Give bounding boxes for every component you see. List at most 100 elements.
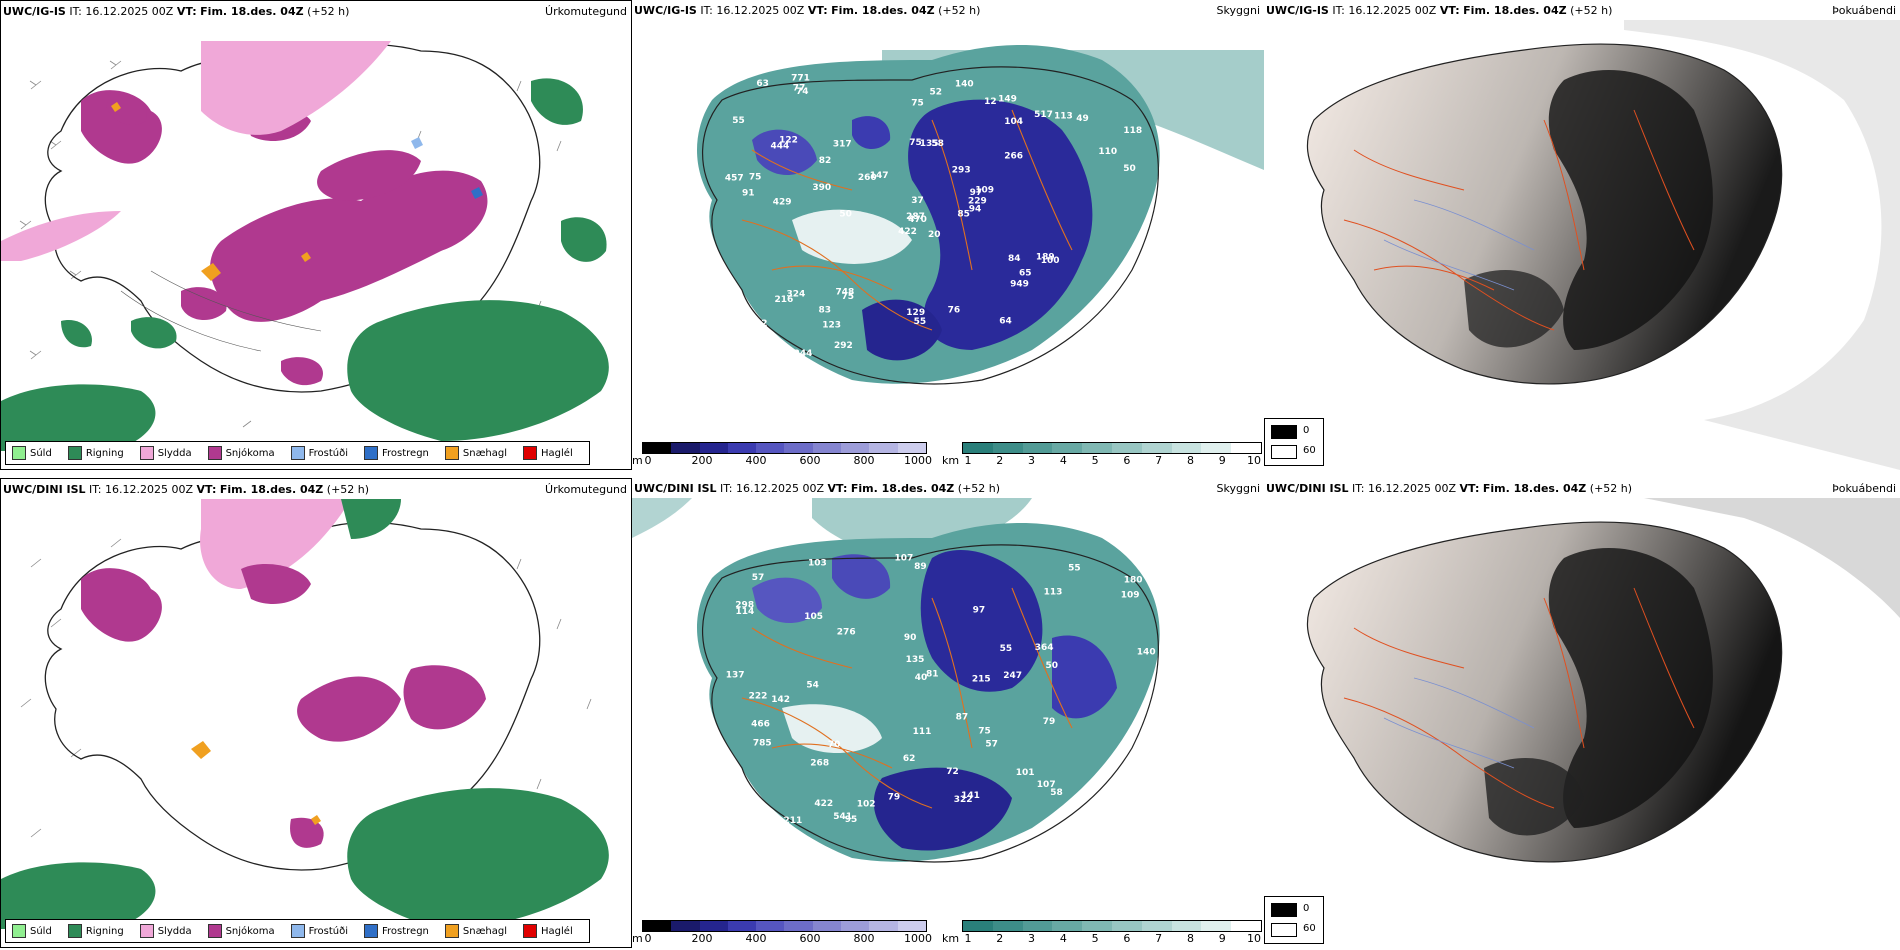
colorbar-cell — [1052, 443, 1083, 453]
visibility-value-label: 147 — [870, 171, 889, 181]
it-value: 16.12.2025 00Z — [105, 483, 194, 496]
fog-legend-label: 0 — [1303, 903, 1310, 914]
visibility-value-label: 149 — [998, 94, 1017, 104]
colorbar-tick: 8 — [1186, 454, 1194, 467]
colorbar-cell — [756, 443, 785, 453]
visibility-value-label: 229 — [968, 197, 987, 207]
colorbar-tick: 3 — [1028, 932, 1036, 945]
fog-legend-swatch-dark — [1271, 425, 1297, 439]
legend-item: Slydda — [139, 446, 192, 460]
legend-item: Snæhagl — [444, 924, 507, 938]
colorbar-cell — [756, 921, 785, 931]
visibility-value-label: 97 — [973, 605, 986, 615]
vt-label: VT: — [827, 482, 848, 495]
colorbar-cell — [1201, 921, 1232, 931]
colorbar-tick: 10 — [1247, 454, 1261, 467]
visibility-value-label: 422 — [814, 799, 833, 809]
colorbar-cell — [869, 443, 898, 453]
precip-legend: Súld Rigning Slydda Snjókoma Frostúði Fr… — [5, 441, 590, 465]
panel-header: UWC/DINI ISL IT: 16.12.2025 00Z VT: Fim.… — [634, 482, 1260, 498]
colorbar-meters-ticks: 0 200 400 600 800 1000 — [632, 454, 933, 468]
colorbar-tick: 2 — [996, 454, 1004, 467]
colorbar-cell — [1082, 443, 1112, 453]
colorbar-cell — [671, 443, 700, 453]
visibility-value-label: 470 — [908, 215, 927, 225]
colorbar-cell — [1231, 921, 1261, 931]
colorbar-cell — [727, 443, 757, 453]
it-value: 16.12.2025 00Z — [1348, 4, 1437, 17]
it-value: 16.12.2025 00Z — [716, 4, 805, 17]
visibility-value-label: 55 — [732, 116, 745, 126]
colorbar-cell — [1201, 443, 1232, 453]
visibility-value-label: 137 — [726, 671, 745, 681]
visibility-value-label: 52 — [930, 88, 943, 98]
visibility-value-label: 50 — [1046, 661, 1059, 671]
visibility-panel: UWC/DINI ISL IT: 16.12.2025 00Z VT: Fim.… — [632, 478, 1264, 948]
fog-legend-swatch-light — [1271, 923, 1297, 937]
colorbar-cell — [784, 921, 813, 931]
colorbar-km-unit: km — [942, 454, 960, 467]
colorbar-tick: 6 — [1123, 932, 1131, 945]
colorbar-cell — [699, 443, 728, 453]
legend-swatch — [207, 446, 222, 460]
visibility-value-label: 266 — [1004, 152, 1023, 162]
panel-title: Skyggni — [1216, 482, 1260, 495]
colorbar-cell — [671, 921, 700, 931]
visibility-value-label: 444 — [771, 141, 790, 151]
colorbar-km: 1 2 3 4 5 6 7 8 9 10 km — [942, 920, 1264, 946]
visibility-value-labels: 20 444 470 82 97 75 149 58 104 85 74 117 429 118 422 26… — [725, 73, 1142, 360]
colorbar-tick: 9 — [1218, 932, 1226, 945]
visibility-value-label: 81 — [926, 670, 939, 680]
precip-legend: Súld Rigning Slydda Snjókoma Frostúði Fr… — [5, 919, 590, 943]
visibility-value-label: 75 — [749, 173, 762, 183]
colorbar-cell — [963, 921, 993, 931]
colorbar-tick: 2 — [996, 932, 1004, 945]
colorbar-cell — [897, 921, 926, 931]
vt-value: Fim. 18.des. 04Z — [219, 483, 324, 496]
legend-item: Frostregn — [364, 446, 429, 460]
vt-label: VT: — [807, 4, 828, 17]
visibility-value-labels: 137 89 364 180 298 236 142 97 90 55 81 79 107 114 105 2… — [725, 553, 1157, 840]
visibility-value-label: 89 — [914, 562, 927, 572]
visibility-value-label: 244 — [794, 349, 813, 359]
visibility-value-label: 287 — [906, 212, 925, 222]
model-name: UWC/DINI ISL — [3, 483, 86, 496]
legend-swatch — [364, 446, 378, 460]
legend-label: Haglél — [541, 925, 573, 937]
colorbar-cell — [812, 443, 842, 453]
visibility-value-label: 292 — [834, 341, 853, 351]
legend-swatch — [207, 924, 222, 938]
visibility-value-label: 91 — [742, 188, 755, 198]
legend-label: Snjókoma — [225, 925, 275, 937]
visibility-value-label: 87 — [956, 713, 969, 723]
visibility-value-label: 76 — [1111, 314, 1124, 324]
colorbar-cell — [992, 921, 1023, 931]
visibility-value-label: 258 — [755, 332, 774, 342]
legend-label: Snjókoma — [225, 447, 275, 459]
visibility-value-label: 72 — [946, 767, 959, 777]
visibility-value-label: 76 — [948, 306, 961, 316]
visibility-value-label: 149 — [1138, 810, 1157, 820]
legend-item: Haglél — [523, 446, 573, 460]
visibility-value-label: 77 — [793, 84, 806, 94]
visibility-value-label: 364 — [1035, 643, 1054, 653]
vt-value: Fim. 18.des. 04Z — [1482, 482, 1587, 495]
it-label: IT: — [89, 483, 102, 496]
visibility-value-label: 113 — [1044, 587, 1063, 597]
visibility-value-label: 75 — [911, 98, 924, 108]
colorbar-tick: 800 — [853, 454, 875, 467]
visibility-value-label: 79 — [888, 793, 901, 803]
fog-legend: 0 60 — [1264, 418, 1324, 466]
visibility-value-label: 142 — [771, 695, 790, 705]
colorbar-tick: 1000 — [904, 932, 932, 945]
visibility-value-label: 276 — [837, 628, 856, 638]
colorbar-tick: 200 — [691, 932, 713, 945]
lead-time: (+52 h) — [307, 5, 350, 18]
colorbar-cell — [1022, 921, 1053, 931]
fog-legend-swatch-light — [1271, 445, 1297, 459]
vt-value: Fim. 18.des. 04Z — [831, 4, 935, 17]
legend-label: Frostregn — [382, 447, 429, 459]
colorbar-km-unit: km — [942, 932, 960, 945]
visibility-value-label: 57 — [752, 573, 765, 583]
legend-item: Rigning — [67, 446, 124, 460]
